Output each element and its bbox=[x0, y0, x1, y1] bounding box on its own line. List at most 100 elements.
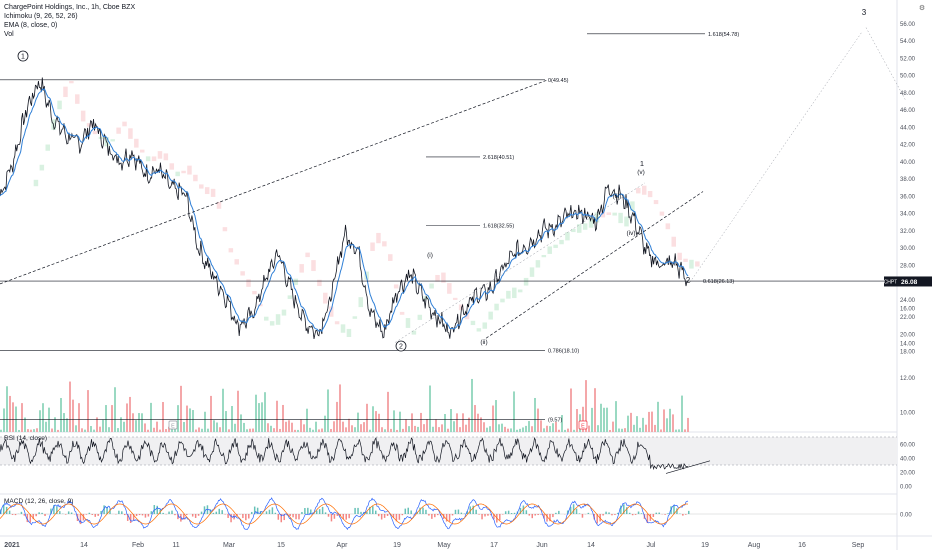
macd-histogram-bar bbox=[315, 510, 318, 514]
volume-bar bbox=[504, 426, 506, 432]
volume-bar bbox=[66, 418, 68, 432]
ichimoku-cloud-segment bbox=[653, 200, 659, 205]
volume-bar bbox=[156, 421, 158, 432]
volume-bar bbox=[75, 425, 77, 432]
time-tick-label: 2021 bbox=[4, 542, 20, 549]
macd-histogram-bar bbox=[197, 514, 200, 516]
macd-histogram-bar bbox=[507, 510, 510, 514]
ichimoku-cloud-segment bbox=[683, 258, 688, 262]
ichimoku-cloud-segment bbox=[169, 163, 175, 170]
macd-histogram-bar bbox=[625, 507, 628, 514]
volume-bar bbox=[300, 419, 302, 432]
macd-histogram-bar bbox=[448, 514, 451, 522]
rsi-tick-label: 20.00 bbox=[900, 471, 916, 477]
time-tick-label: Jul bbox=[647, 542, 656, 549]
volume-bar bbox=[291, 422, 293, 432]
volume-bar bbox=[18, 429, 20, 432]
macd-histogram-bar bbox=[64, 514, 67, 515]
ichimoku-cloud-segment bbox=[334, 321, 340, 325]
wave-label-1: 1 bbox=[640, 159, 644, 168]
indicator-ichimoku: Ichimoku (9, 26, 52, 26) bbox=[4, 13, 78, 20]
volume-bar bbox=[528, 421, 530, 432]
volume-bar bbox=[645, 424, 647, 432]
macd-tick-label: 0.00 bbox=[900, 513, 912, 519]
volume-bar bbox=[450, 409, 452, 432]
volume-bar bbox=[99, 426, 101, 432]
volume-bar bbox=[591, 407, 593, 432]
fib-level-label: 2.618(40.51) bbox=[483, 155, 514, 161]
macd-histogram-bar bbox=[180, 514, 182, 522]
macd-histogram-bar bbox=[191, 514, 194, 517]
volume-bar bbox=[51, 428, 53, 432]
ichimoku-cloud-segment bbox=[39, 164, 45, 171]
macd-histogram-bar bbox=[490, 514, 492, 516]
ichimoku-cloud-segment bbox=[506, 290, 511, 299]
macd-histogram-bar bbox=[41, 512, 43, 514]
macd-histogram-bar bbox=[70, 512, 73, 514]
macd-histogram-bar bbox=[280, 514, 283, 523]
time-tick-label: Apr bbox=[337, 542, 349, 549]
volume-bar bbox=[552, 423, 554, 432]
chart-settings-icon[interactable]: ⚙ bbox=[918, 5, 926, 12]
macd-histogram-bar bbox=[194, 514, 197, 518]
ichimoku-cloud-segment bbox=[346, 328, 352, 337]
wave-label-iv: (iv) bbox=[626, 230, 635, 237]
volume-bar bbox=[39, 410, 41, 432]
volume-bar bbox=[222, 388, 224, 432]
macd-histogram-bar bbox=[100, 510, 102, 514]
volume-bar bbox=[84, 429, 86, 432]
macd-histogram-bar bbox=[230, 514, 232, 523]
macd-histogram-bar bbox=[212, 512, 215, 514]
volume-bar bbox=[216, 422, 218, 432]
rsi-tick-label: 0.00 bbox=[900, 485, 912, 491]
volume-bar bbox=[435, 419, 437, 432]
macd-histogram-bar bbox=[640, 513, 643, 514]
volume-bar bbox=[108, 427, 110, 432]
ichimoku-cloud-segment bbox=[689, 259, 694, 269]
price-tick-label: 42.00 bbox=[900, 143, 916, 149]
macd-histogram-bar bbox=[655, 512, 658, 514]
macd-histogram-bar bbox=[177, 514, 179, 520]
volume-bar bbox=[522, 427, 524, 432]
macd-histogram-bar bbox=[318, 509, 321, 514]
volume-bar bbox=[543, 428, 545, 432]
volume-bar bbox=[294, 429, 296, 432]
macd-histogram-bar bbox=[23, 514, 26, 516]
macd-histogram-bar bbox=[599, 514, 601, 522]
volume-bar bbox=[534, 397, 536, 432]
volume-bar bbox=[474, 405, 476, 432]
volume-bar bbox=[429, 385, 431, 432]
macd-histogram-bar bbox=[32, 514, 34, 520]
ichimoku-cloud-segment bbox=[258, 304, 263, 307]
macd-histogram-bar bbox=[339, 514, 342, 517]
volume-bar bbox=[360, 424, 362, 432]
volume-bar bbox=[252, 428, 254, 432]
macd-histogram-bar bbox=[422, 507, 424, 514]
macd-histogram-bar bbox=[649, 514, 652, 521]
volume-bar bbox=[219, 427, 221, 432]
macd-histogram-bar bbox=[419, 507, 421, 514]
volume-bar bbox=[207, 428, 209, 432]
macd-histogram-bar bbox=[121, 511, 123, 514]
ichimoku-cloud-segment bbox=[163, 153, 169, 161]
volume-bar bbox=[138, 413, 140, 432]
macd-histogram-bar bbox=[295, 514, 297, 520]
volume-bar bbox=[282, 404, 284, 432]
ichimoku-cloud-segment bbox=[411, 330, 417, 335]
macd-histogram-bar bbox=[330, 514, 333, 522]
macd-histogram-bar bbox=[460, 512, 463, 514]
volume-bar bbox=[57, 429, 59, 432]
macd-histogram-bar bbox=[425, 509, 427, 514]
ichimoku-cloud-segment bbox=[269, 321, 275, 326]
ichimoku-cloud-segment bbox=[328, 306, 334, 317]
ichimoku-cloud-segment bbox=[535, 260, 541, 268]
ichimoku-cloud-segment bbox=[252, 291, 257, 295]
macd-histogram-bar bbox=[118, 510, 120, 514]
macd-histogram-bar bbox=[44, 514, 46, 517]
macd-histogram-bar bbox=[156, 505, 158, 514]
macd-histogram-bar bbox=[475, 509, 477, 514]
macd-signal-line bbox=[0, 503, 689, 525]
volume-bar bbox=[387, 391, 389, 432]
macd-histogram-bar bbox=[572, 504, 575, 514]
